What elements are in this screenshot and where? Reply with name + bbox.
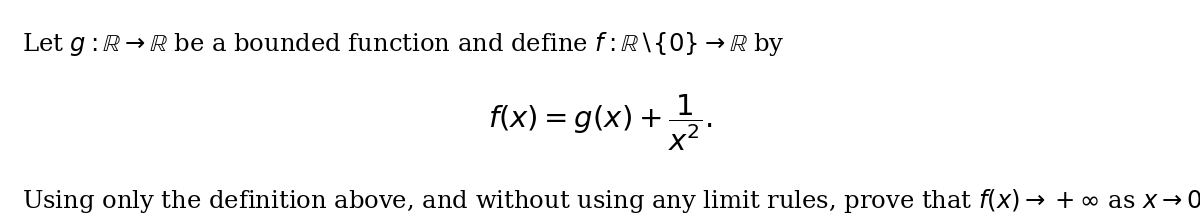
Text: $f(x) = g(x) + \dfrac{1}{x^2}.$: $f(x) = g(x) + \dfrac{1}{x^2}.$ <box>488 93 712 153</box>
Text: Let $g : \mathbb{R} \to \mathbb{R}$ be a bounded function and define $f : \mathb: Let $g : \mathbb{R} \to \mathbb{R}$ be a… <box>22 30 785 58</box>
Text: Using only the definition above, and without using any limit rules, prove that $: Using only the definition above, and wit… <box>22 187 1200 215</box>
